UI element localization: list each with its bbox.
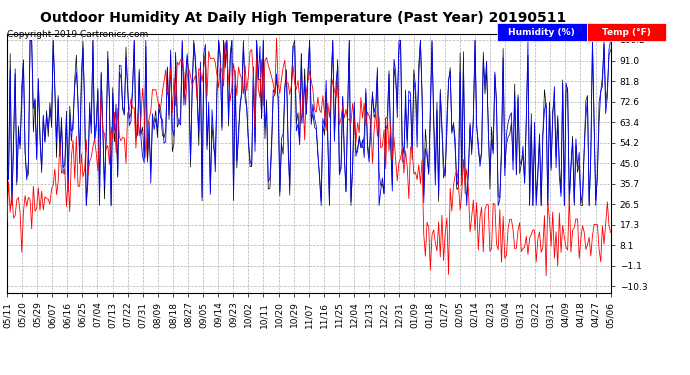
Text: Temp (°F): Temp (°F)	[602, 28, 651, 37]
Text: Copyright 2019 Cartronics.com: Copyright 2019 Cartronics.com	[7, 30, 148, 39]
Text: Outdoor Humidity At Daily High Temperature (Past Year) 20190511: Outdoor Humidity At Daily High Temperatu…	[41, 11, 566, 25]
Text: Humidity (%): Humidity (%)	[509, 28, 575, 37]
